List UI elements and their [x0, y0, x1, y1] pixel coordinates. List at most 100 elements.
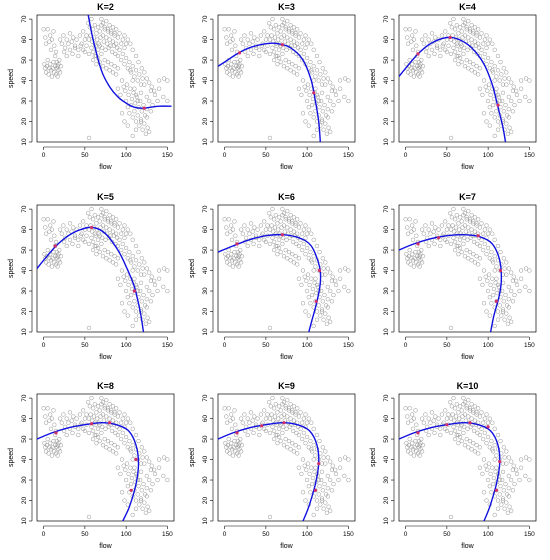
data-point [497, 78, 502, 83]
data-point [413, 219, 418, 224]
data-point [290, 441, 295, 446]
x-axis-label: flow [99, 354, 112, 361]
data-point [286, 41, 291, 46]
data-point [107, 68, 112, 73]
data-point [310, 286, 316, 292]
data-point [271, 428, 277, 434]
data-point [258, 412, 264, 417]
data-point [314, 498, 320, 503]
data-point [414, 422, 419, 427]
data-point [48, 62, 53, 67]
data-point [236, 74, 241, 79]
data-point [506, 297, 511, 302]
data-point [405, 70, 411, 75]
data-point [130, 443, 135, 448]
data-point [273, 231, 278, 236]
fitted-curve [87, 15, 172, 109]
data-point [507, 504, 512, 509]
x-tick-label: 0 [42, 531, 46, 538]
data-point [90, 49, 96, 55]
data-point [140, 266, 145, 271]
data-point [504, 500, 509, 505]
data-point [238, 260, 244, 265]
y-tick-label: 50 [202, 56, 209, 64]
data-point [64, 227, 69, 232]
data-point [472, 39, 478, 44]
data-point [452, 27, 458, 32]
data-point [510, 299, 516, 304]
data-point [301, 51, 306, 57]
data-point [90, 436, 96, 442]
data-point [230, 453, 236, 458]
data-point [46, 72, 51, 77]
data-point [47, 229, 52, 234]
x-tick-label: 50 [262, 152, 270, 159]
data-point [320, 256, 325, 261]
data-point [144, 94, 149, 100]
data-point [514, 467, 519, 472]
data-point [231, 66, 236, 71]
data-point [123, 278, 128, 283]
y-tick-label: 30 [21, 476, 28, 484]
data-point [122, 412, 127, 417]
data-point [309, 449, 315, 454]
data-point [329, 109, 335, 114]
data-point [459, 438, 464, 444]
data-point [322, 102, 327, 108]
y-tick-label: 50 [383, 246, 390, 254]
data-point [301, 241, 306, 247]
data-point [457, 416, 462, 421]
data-point [48, 237, 54, 242]
data-point [94, 221, 99, 226]
data-point [237, 252, 242, 257]
data-point [53, 243, 58, 249]
data-point [490, 481, 496, 487]
data-point [90, 428, 96, 434]
data-point [452, 418, 457, 423]
data-point [461, 430, 466, 436]
data-point [223, 441, 228, 446]
data-point [131, 469, 136, 474]
data-point [114, 231, 119, 236]
data-point [99, 241, 104, 247]
data-point [238, 70, 244, 75]
data-point [76, 47, 81, 52]
data-point [426, 37, 431, 42]
data-point [281, 21, 287, 26]
data-point [64, 416, 69, 421]
data-point [443, 29, 448, 34]
data-point [265, 412, 270, 417]
data-point [511, 84, 516, 89]
data-point [505, 131, 511, 136]
x-tick-label: 0 [404, 152, 408, 159]
data-point [67, 237, 73, 242]
x-tick-label: 0 [404, 531, 408, 538]
data-point [512, 481, 517, 487]
data-point [311, 268, 316, 273]
data-point [115, 66, 121, 71]
data-point [142, 311, 147, 316]
data-point [147, 270, 152, 275]
y-tick-label: 50 [21, 435, 28, 443]
data-point [76, 243, 81, 249]
data-point [110, 260, 116, 265]
data-point [418, 252, 423, 257]
data-point [411, 416, 417, 421]
x-axis-label: flow [461, 164, 474, 171]
data-point [328, 459, 333, 464]
data-point [284, 426, 289, 431]
data-point [423, 412, 428, 417]
y-tick-label: 30 [202, 476, 209, 484]
data-point [127, 59, 132, 65]
data-point [145, 315, 150, 320]
data-point [305, 461, 311, 466]
data-point [144, 266, 149, 271]
data-point [99, 430, 104, 436]
x-tick-label: 100 [121, 531, 132, 538]
data-point [100, 424, 105, 429]
data-point [269, 223, 274, 228]
data-point [506, 284, 511, 290]
data-point [458, 41, 464, 46]
data-point [527, 288, 532, 294]
data-point [125, 445, 130, 450]
